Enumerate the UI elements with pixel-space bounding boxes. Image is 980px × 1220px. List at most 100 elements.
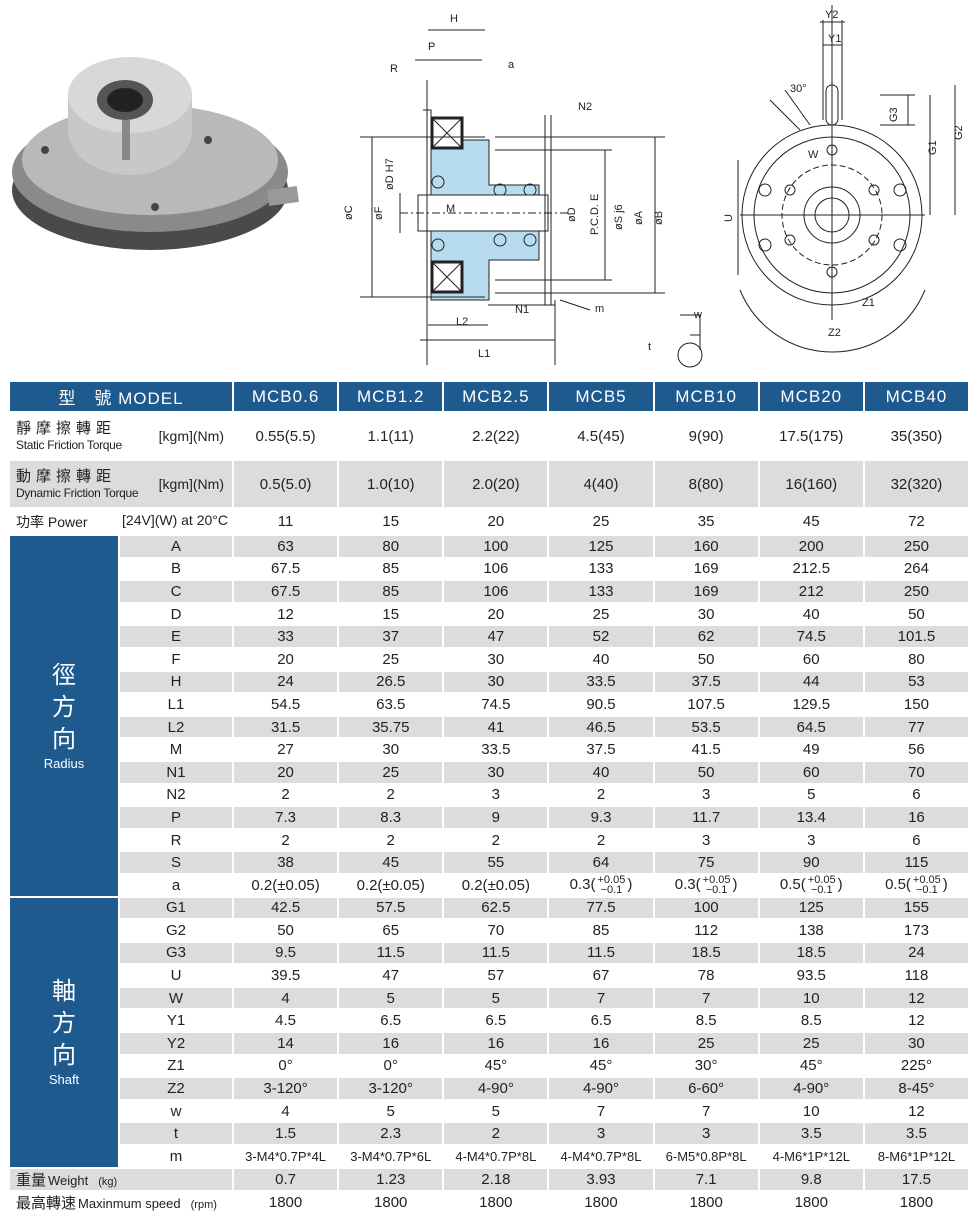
value-cell: 1800 <box>757 1189 865 1215</box>
svg-text:øA: øA <box>633 210 645 225</box>
value-cell: 75 <box>652 850 760 875</box>
value-cell: 38 <box>231 850 340 875</box>
value-cell: 129.5 <box>757 692 865 717</box>
svg-text:øF: øF <box>373 206 385 220</box>
value-cell: 3-120° <box>231 1076 340 1101</box>
value-cell: 30 <box>652 601 760 627</box>
dimension-row: D 12 15 20 25 30 40 50 <box>9 601 971 627</box>
model-header: MCB20 <box>757 380 865 413</box>
dimension-key: W <box>118 985 234 1011</box>
value-cell: 31.5 <box>231 714 340 740</box>
dimension-key: G3 <box>118 940 234 966</box>
value-cell: 4 <box>231 1098 340 1124</box>
model-header: MCB40 <box>862 380 971 413</box>
value-cell: 12 <box>231 601 340 627</box>
value-cell: 4-90° <box>757 1076 865 1101</box>
dimension-row: N1 20 25 30 40 50 60 70 <box>9 759 971 785</box>
dimension-key: A <box>118 534 234 559</box>
svg-text:Z1: Z1 <box>862 297 875 309</box>
value-cell: 0.7 <box>231 1166 340 1192</box>
value-cell: 40 <box>547 646 655 672</box>
tol-close: ) <box>419 876 425 894</box>
value-cell: 2 <box>231 782 340 808</box>
value-cell: 8.5 <box>757 1008 865 1034</box>
tol-upper: +0.05 <box>912 874 941 887</box>
dimension-key: a <box>118 872 234 898</box>
tol-close: ) <box>942 876 948 894</box>
value-cell: 2 <box>442 1121 550 1147</box>
value-cell: 5 <box>442 1098 550 1124</box>
value-cell: 16 <box>862 805 971 830</box>
value-cell: 17.5 <box>862 1166 971 1192</box>
value-cell: 1800 <box>862 1189 971 1215</box>
value-cell: 85 <box>337 556 445 582</box>
svg-text:øC: øC <box>343 205 355 220</box>
value-cell: 50 <box>862 601 971 627</box>
value-cell: 5 <box>757 782 865 808</box>
svg-text:P.C.D. E: P.C.D. E <box>589 194 601 235</box>
value-cell: 106 <box>442 579 550 604</box>
dimension-row: Z1 0° 0° 45° 45° 30° 45° 225° <box>9 1053 971 1079</box>
value-cell: 9 <box>442 805 550 830</box>
value-cell: 3.5 <box>862 1121 971 1147</box>
value-cell: 25 <box>757 1031 865 1056</box>
value-cell: 4-M4*0.7P*8L <box>547 1144 655 1169</box>
tol-base: 0.5( <box>779 876 806 894</box>
value-cell: 1.0(10) <box>337 459 445 509</box>
value-cell: 16 <box>442 1031 550 1056</box>
model-header: MCB0.6 <box>231 380 340 413</box>
value-cell: 15 <box>337 507 445 536</box>
label-zh: 靜摩擦轉距 <box>16 420 117 437</box>
dimension-key: Z1 <box>118 1053 234 1079</box>
svg-text:m: m <box>595 303 604 315</box>
tol-base: 0.2( <box>251 876 278 894</box>
value-cell: 8.3 <box>337 805 445 830</box>
cross-section-drawing <box>360 29 703 368</box>
dimension-row: W 4 5 5 7 7 10 12 <box>9 985 971 1011</box>
svg-text:a: a <box>508 59 515 71</box>
value-cell: 55 <box>442 850 550 875</box>
value-cell: 30° <box>652 1053 760 1079</box>
group-zh-char: 徑 <box>52 661 76 689</box>
svg-text:L2: L2 <box>456 316 468 328</box>
value-cell: 80 <box>337 534 445 559</box>
value-cell: 0.2(±0.05) <box>442 872 550 898</box>
dynamic-label: [kgm](Nm) 動摩擦轉距 Dynamic Friction Torque <box>8 459 234 509</box>
value-cell: 212.5 <box>757 556 865 582</box>
value-cell: 0° <box>231 1053 340 1079</box>
value-cell: 65 <box>337 918 445 943</box>
model-header: MCB2.5 <box>442 380 550 413</box>
value-cell: 0.3(+0.05 −0.1) <box>652 872 760 898</box>
dynamic-row: [kgm](Nm) 動摩擦轉距 Dynamic Friction Torque 0.5… <box>8 459 971 509</box>
value-cell: 7.3 <box>231 805 340 830</box>
value-cell: 3 <box>547 1121 655 1147</box>
value-cell: 60 <box>757 759 865 785</box>
value-cell: 93.5 <box>757 963 865 988</box>
value-cell: 52 <box>547 624 655 649</box>
value-cell: 0.55(5.5) <box>231 411 340 461</box>
value-cell: 24 <box>862 940 971 966</box>
value-cell: 37 <box>337 624 445 649</box>
value-cell: 37.5 <box>547 737 655 762</box>
dimension-key: H <box>118 669 234 695</box>
value-cell: 6 <box>862 782 971 808</box>
value-cell: 107.5 <box>652 692 760 717</box>
value-cell: 7.1 <box>652 1166 760 1192</box>
value-cell: 150 <box>862 692 971 717</box>
tol-sym: ±0.05 <box>487 876 525 894</box>
dimension-key: Z2 <box>118 1076 234 1101</box>
tol-base: 0.2( <box>461 876 488 894</box>
value-cell: 4-M6*1P*12L <box>757 1144 865 1169</box>
value-cell: 63 <box>231 534 340 559</box>
value-cell: 67 <box>547 963 655 988</box>
dimension-key: N1 <box>118 759 234 785</box>
value-cell: 10 <box>757 1098 865 1124</box>
label-en: Maxinmum speed <box>78 1195 181 1211</box>
value-cell: 5 <box>442 985 550 1011</box>
shaft-group-label: 軸方向 Shaft <box>8 895 120 1169</box>
value-cell: 16(160) <box>757 459 865 509</box>
group-zh-char: 軸 <box>52 978 76 1006</box>
group-zh-char: 方 <box>52 1010 76 1038</box>
value-cell: 70 <box>442 918 550 943</box>
